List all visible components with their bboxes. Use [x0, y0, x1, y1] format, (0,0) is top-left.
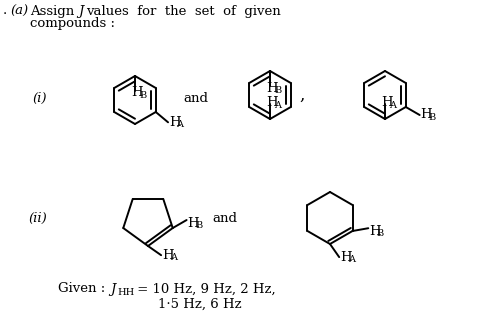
Text: J: J: [78, 4, 83, 17]
Text: ,: ,: [299, 86, 304, 103]
Text: H: H: [266, 96, 278, 110]
Text: A: A: [347, 255, 355, 264]
Text: and: and: [212, 211, 237, 224]
Text: B: B: [377, 229, 384, 238]
Text: H: H: [169, 116, 181, 129]
Text: and: and: [183, 91, 208, 104]
Text: B: B: [140, 91, 147, 100]
Text: (a): (a): [10, 4, 28, 17]
Text: A: A: [390, 101, 396, 110]
Text: H: H: [421, 109, 432, 122]
Text: compounds :: compounds :: [30, 16, 115, 30]
Text: = 10 Hz, 9 Hz, 2 Hz,: = 10 Hz, 9 Hz, 2 Hz,: [133, 283, 276, 295]
Text: H: H: [369, 225, 381, 238]
Text: (ii): (ii): [28, 211, 47, 224]
Text: Assign: Assign: [30, 4, 74, 17]
Text: H: H: [340, 251, 352, 264]
Text: A: A: [275, 101, 282, 110]
Text: B: B: [195, 221, 202, 230]
Text: H: H: [131, 86, 143, 99]
Text: Given :: Given :: [58, 283, 109, 295]
Text: J: J: [110, 283, 115, 295]
Text: values  for  the  set  of  given: values for the set of given: [86, 4, 281, 17]
Text: B: B: [275, 86, 282, 95]
Text: H: H: [162, 249, 174, 262]
Text: A: A: [170, 253, 177, 262]
Text: 1·5 Hz, 6 Hz: 1·5 Hz, 6 Hz: [158, 297, 242, 310]
Text: H: H: [381, 96, 393, 110]
Text: A: A: [177, 120, 184, 129]
Text: HH: HH: [117, 288, 134, 297]
Text: B: B: [428, 113, 436, 122]
Text: .: .: [3, 4, 7, 17]
Text: H: H: [266, 82, 278, 94]
Text: (i): (i): [32, 91, 47, 104]
Text: H: H: [188, 216, 199, 229]
